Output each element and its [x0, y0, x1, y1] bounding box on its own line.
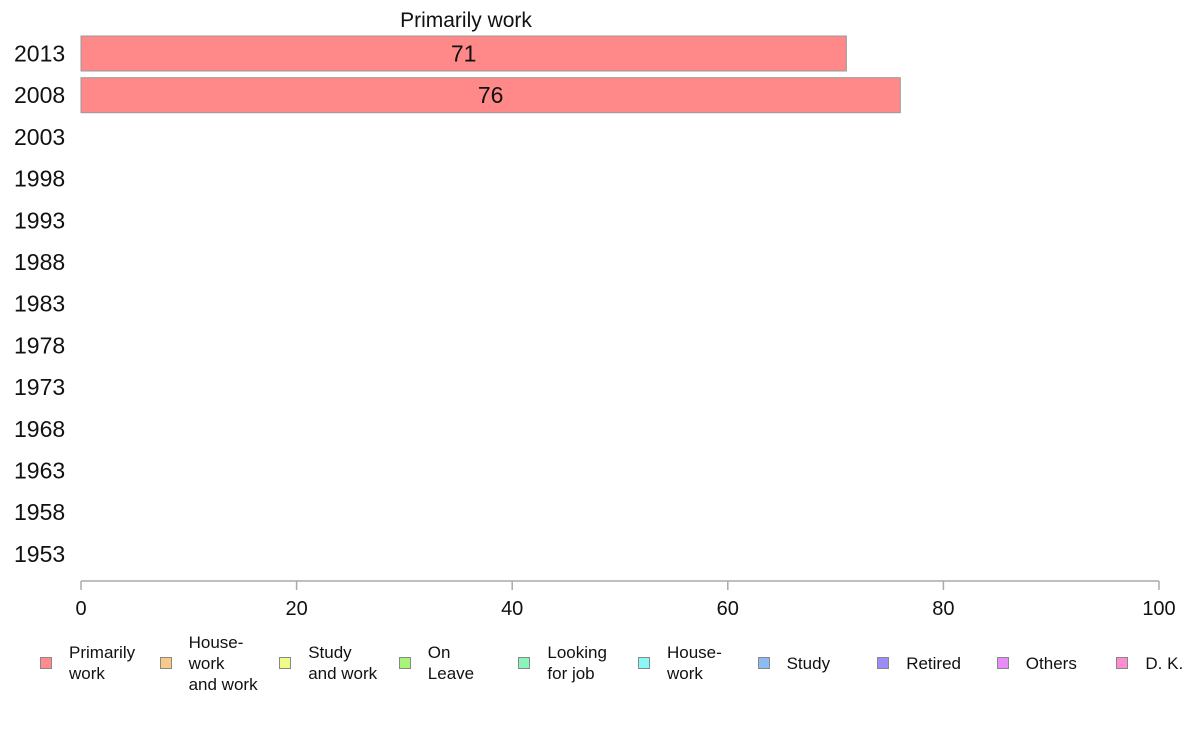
legend-swatch: [40, 657, 52, 669]
legend-label: Looking for job: [547, 643, 607, 683]
y-tick-label: 2013: [14, 41, 65, 67]
legend-item: Study and work: [239, 630, 377, 696]
bar: [80, 35, 847, 72]
legend-label: Primarily work: [69, 643, 136, 683]
legend-swatch: [1116, 657, 1129, 669]
y-axis-labels: 2013 2008 2003 1998 1993 1988 1983 1978 1973 1968…: [14, 41, 65, 567]
legend-label: D. K.: [1145, 653, 1184, 673]
x-tick-label: 20: [285, 598, 307, 620]
legend-item: Retired: [837, 630, 961, 696]
bar: [80, 77, 901, 114]
x-tick-label: 60: [717, 598, 739, 620]
legend-swatch: [996, 657, 1009, 669]
legend-item: House- work: [598, 630, 722, 696]
y-tick-label: 1998: [14, 166, 65, 192]
legend-swatch: [757, 657, 770, 669]
legend-item: Study: [718, 630, 838, 696]
y-tick-label: 1973: [14, 374, 65, 400]
legend-swatch: [279, 657, 292, 669]
x-tick-label: 100: [1142, 598, 1175, 620]
legend-label: House- work: [667, 643, 722, 683]
legend-swatch: [638, 657, 650, 669]
legend-item: Looking for job: [478, 630, 607, 696]
legend-swatch: [877, 657, 890, 669]
y-tick-label: 1978: [14, 332, 65, 358]
y-tick-label: 1993: [14, 207, 65, 233]
bar-value-label: 71: [451, 41, 477, 67]
y-tick-label: 1983: [14, 291, 65, 317]
x-tick-label: 80: [932, 598, 954, 620]
y-tick-label: 2003: [14, 124, 65, 150]
legend-item: Others: [957, 630, 1077, 696]
legend-item: House- work and work: [120, 630, 258, 696]
y-tick-label: 1958: [14, 499, 65, 525]
legend: Primarily work House- work and work Study …: [0, 630, 1188, 700]
legend-label: Study: [786, 653, 831, 673]
chart-title: Primarily work: [400, 9, 532, 32]
y-tick-label: 1963: [14, 458, 65, 484]
legend-label: Others: [1025, 653, 1077, 673]
x-tick-label: 0: [75, 598, 86, 620]
y-tick-label: 1968: [14, 416, 65, 442]
legend-label: Retired: [906, 653, 961, 673]
legend-swatch: [398, 657, 411, 669]
y-tick-label: 1988: [14, 249, 65, 275]
x-axis-ticks: 0 20 40 60 80 100: [75, 581, 1176, 620]
y-tick-label: 2008: [14, 82, 65, 108]
legend-swatch: [518, 657, 531, 669]
x-tick-label: 40: [501, 598, 523, 620]
legend-swatch: [159, 657, 172, 669]
bar-value-label: 76: [478, 82, 504, 108]
legend-item: D. K.: [1076, 630, 1188, 696]
legend-label: Study and work: [308, 643, 378, 683]
y-tick-label: 1953: [14, 541, 65, 567]
legend-item: On Leave: [359, 630, 479, 696]
legend-label: On Leave: [427, 643, 475, 683]
legend-label: House- work and work: [188, 632, 258, 694]
legend-item: Primarily work: [0, 630, 135, 696]
